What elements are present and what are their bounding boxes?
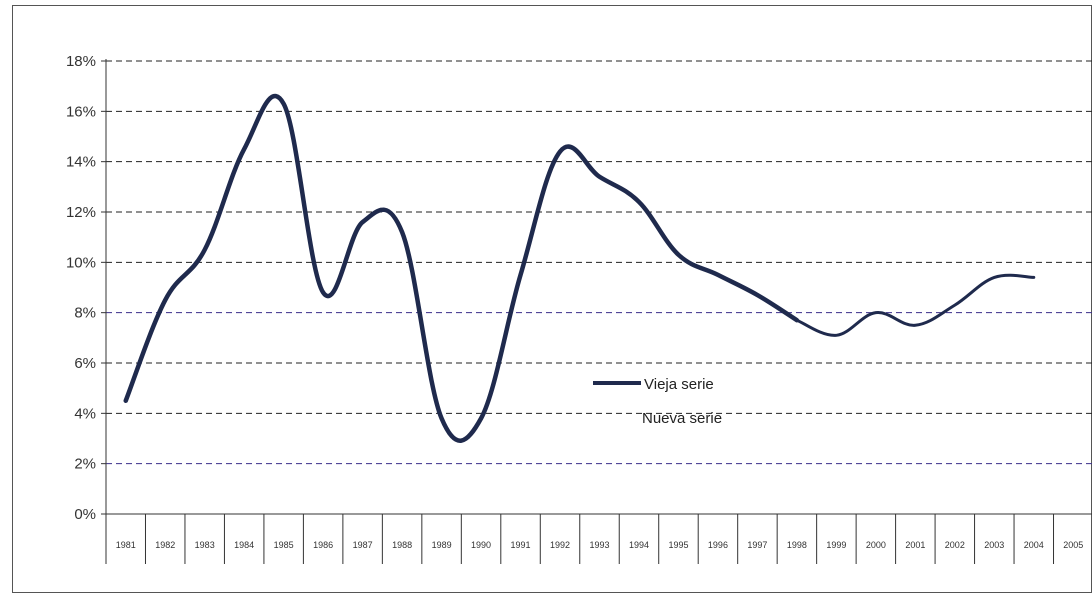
y-tick-label: 8% bbox=[74, 305, 96, 322]
x-tick-labels: 1981 1982 1983 1984 1985 1986 1987 1988 1989 1990… bbox=[116, 540, 1084, 550]
x-tick-label: 1992 bbox=[550, 540, 570, 550]
x-tick-label: 2003 bbox=[984, 540, 1004, 550]
y-tick-label: 4% bbox=[74, 405, 96, 422]
legend-label-vieja-serie: Vieja serie bbox=[644, 376, 714, 393]
y-tick-label: 12% bbox=[66, 204, 96, 221]
x-tick-label: 1982 bbox=[155, 540, 175, 550]
x-tick-label: 1987 bbox=[353, 540, 373, 550]
x-tick-label: 2000 bbox=[866, 540, 886, 550]
x-tick-label: 1991 bbox=[511, 540, 531, 550]
x-tick-label: 2004 bbox=[1024, 540, 1044, 550]
x-tick-label: 1998 bbox=[787, 540, 807, 550]
x-tick-label: 1984 bbox=[234, 540, 254, 550]
y-tick-label: 10% bbox=[66, 254, 96, 271]
axes bbox=[101, 59, 1092, 564]
legend: Vieja serie Nueva serie bbox=[593, 376, 722, 427]
x-tick-label: 1986 bbox=[313, 540, 333, 550]
x-tick-label: 1990 bbox=[471, 540, 491, 550]
y-tick-label: 6% bbox=[74, 355, 96, 372]
x-tick-label: 1983 bbox=[195, 540, 215, 550]
x-tick-label: 1996 bbox=[708, 540, 728, 550]
x-tick-label: 2005 bbox=[1063, 540, 1083, 550]
x-tick-label: 1993 bbox=[589, 540, 609, 550]
y-tick-label: 18% bbox=[66, 53, 96, 70]
line-chart: 0%2%4%6%8%10%12%14%16%18% 1981 1982 1983 19… bbox=[66, 53, 1092, 564]
series-line-vieja-serie bbox=[123, 93, 800, 443]
x-tick-label: 1999 bbox=[826, 540, 846, 550]
series-lines bbox=[123, 93, 1036, 443]
x-tick-label: 1989 bbox=[432, 540, 452, 550]
y-tick-label: 14% bbox=[66, 154, 96, 171]
x-tick-label: 1985 bbox=[274, 540, 294, 550]
x-tick-label: 2002 bbox=[945, 540, 965, 550]
y-tick-label: 16% bbox=[66, 103, 96, 120]
x-tick-label: 1997 bbox=[747, 540, 767, 550]
series-line-nueva-serie bbox=[795, 273, 1036, 337]
grid-lines bbox=[106, 60, 1092, 465]
y-tick-labels: 0% 2% 4% 6% 8% 10% 12% 14% 16% 18% bbox=[66, 53, 96, 523]
x-tick-label: 1995 bbox=[668, 540, 688, 550]
legend-label-nueva-serie: Nueva serie bbox=[642, 410, 722, 427]
x-tick-label: 1988 bbox=[392, 540, 412, 550]
chart-frame: 0% 2% 4% 6% 8% 10% 12% 14% 16% 18% 1981 1982 1983 19… bbox=[12, 5, 1092, 593]
x-tick-label: 2001 bbox=[905, 540, 925, 550]
x-tick-label: 1994 bbox=[629, 540, 649, 550]
y-tick-label: 0% bbox=[74, 506, 96, 523]
x-tick-label: 1981 bbox=[116, 540, 136, 550]
y-tick-label: 2% bbox=[74, 456, 96, 473]
